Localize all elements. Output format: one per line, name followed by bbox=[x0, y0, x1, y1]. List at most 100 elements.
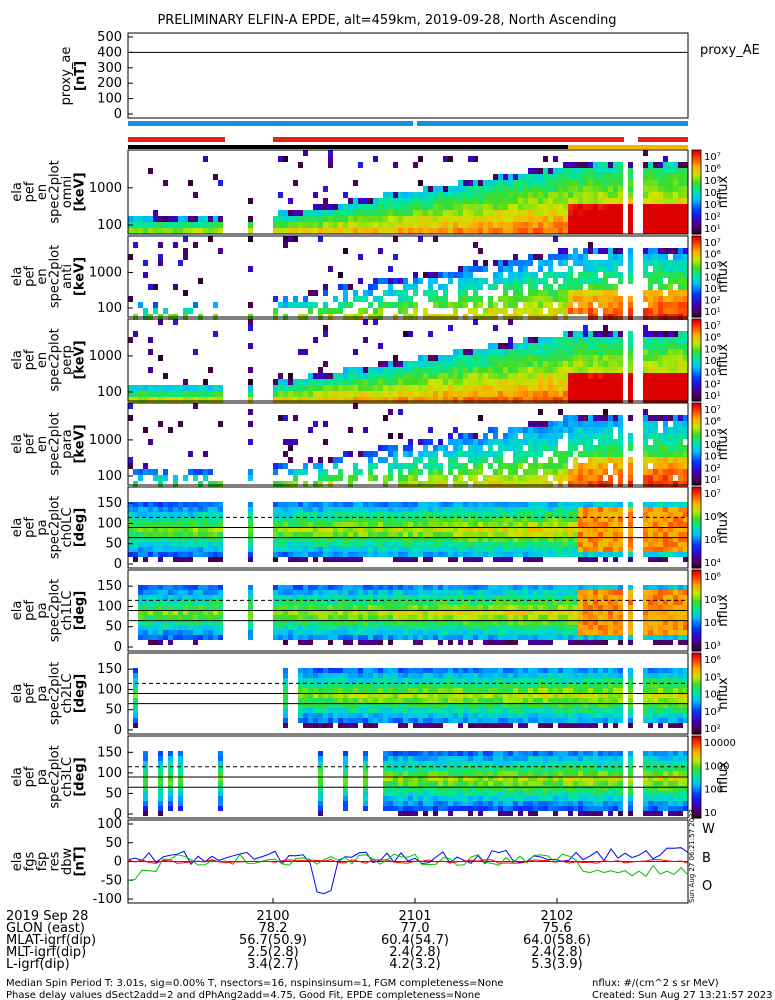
spectrogram-cell bbox=[183, 547, 188, 552]
spectrogram-cell bbox=[568, 445, 573, 451]
spectrogram-cell bbox=[293, 590, 298, 595]
spectrogram-cell bbox=[203, 451, 208, 457]
spectrogram-cell bbox=[218, 222, 223, 228]
spectrogram-cell bbox=[208, 620, 213, 625]
spectrogram-cell bbox=[153, 507, 158, 512]
spectrogram-cell bbox=[248, 475, 253, 481]
spectrogram-cell bbox=[453, 385, 458, 391]
spectrogram-cell bbox=[423, 590, 428, 595]
spectrogram-cell bbox=[568, 198, 573, 204]
spectrogram-cell bbox=[678, 337, 683, 343]
spectrogram-cell bbox=[288, 547, 293, 552]
spectrogram-cell bbox=[213, 397, 218, 403]
spectrogram-cell bbox=[273, 222, 278, 228]
spectrogram-cell bbox=[148, 625, 153, 630]
spectrogram-cell bbox=[248, 615, 253, 620]
spectrogram-cell bbox=[388, 373, 393, 379]
spectrogram-cell bbox=[678, 415, 683, 421]
spectrogram-cell bbox=[543, 272, 548, 278]
colorbar-cell bbox=[692, 517, 701, 520]
spectrogram-cell bbox=[473, 595, 478, 600]
spectrogram-cell bbox=[148, 537, 153, 542]
spectrogram-cell bbox=[348, 517, 353, 522]
spectrogram-cell bbox=[523, 385, 528, 391]
spectrogram-cell bbox=[143, 552, 148, 557]
spectrogram-cell bbox=[678, 290, 683, 296]
spectrogram-cell bbox=[608, 361, 613, 367]
spectrogram-cell bbox=[643, 385, 648, 391]
spectrogram-cell bbox=[278, 625, 283, 630]
spectrogram-cell bbox=[553, 445, 558, 451]
spectrogram-cell bbox=[683, 532, 688, 537]
spectrogram-cell bbox=[663, 433, 668, 439]
spectrogram-cell bbox=[673, 512, 678, 517]
spectrogram-cell bbox=[603, 367, 608, 373]
spectrogram-cell bbox=[423, 355, 428, 361]
spectrogram-cell bbox=[398, 517, 403, 522]
spectrogram-cell bbox=[608, 222, 613, 228]
spectrogram-cell bbox=[453, 532, 458, 537]
spectrogram-cell bbox=[343, 290, 348, 296]
spectrogram-cell bbox=[643, 325, 648, 331]
spectrogram-cell bbox=[313, 532, 318, 537]
spectrogram-cell bbox=[328, 610, 333, 615]
spectrogram-cell bbox=[448, 512, 453, 517]
spectrogram-cell bbox=[548, 367, 553, 373]
spectrogram-cell bbox=[588, 439, 593, 445]
spectrogram-cell bbox=[363, 296, 368, 302]
spectrogram-cell bbox=[408, 635, 413, 640]
spectrogram-cell bbox=[553, 349, 558, 355]
spectrogram-cell bbox=[508, 532, 513, 537]
spectrogram-cell bbox=[658, 162, 663, 168]
spectrogram-cell bbox=[378, 595, 383, 600]
spectrogram-cell bbox=[648, 186, 653, 192]
spectrogram-cell bbox=[393, 507, 398, 512]
spectrogram-cell bbox=[548, 204, 553, 210]
spectrogram-cell bbox=[338, 284, 343, 290]
spectrogram-cell bbox=[353, 630, 358, 635]
spectrogram-cell bbox=[423, 532, 428, 537]
spectrogram-cell bbox=[303, 150, 308, 156]
spectrogram-cell bbox=[648, 272, 653, 278]
spectrogram-cell bbox=[408, 216, 413, 222]
spectrogram-cell bbox=[418, 537, 423, 542]
spectrogram-cell bbox=[283, 385, 288, 391]
spectrogram-cell bbox=[413, 640, 418, 645]
spectrogram-cell bbox=[458, 228, 463, 234]
spectrogram-cell bbox=[533, 439, 538, 445]
spectrogram-cell bbox=[208, 537, 213, 542]
spectrogram-cell bbox=[553, 397, 558, 403]
spectrogram-cell bbox=[533, 542, 538, 547]
colorbar-cell bbox=[692, 185, 701, 189]
spectrogram-cell bbox=[468, 640, 473, 645]
spectrogram-cell bbox=[498, 204, 503, 210]
spectrogram-cell bbox=[653, 507, 658, 512]
spectrogram-cell bbox=[403, 451, 408, 457]
spectrogram-cell bbox=[583, 192, 588, 198]
spectrogram-cell bbox=[618, 180, 623, 186]
spectrogram-cell bbox=[548, 527, 553, 532]
spectrogram-cell bbox=[668, 278, 673, 284]
spectrogram-cell bbox=[618, 537, 623, 542]
spectrogram-cell bbox=[583, 266, 588, 272]
spectrogram-cell bbox=[163, 537, 168, 542]
spectrogram-cell bbox=[143, 308, 148, 314]
spectrogram-cell bbox=[393, 228, 398, 234]
spectrogram-cell bbox=[598, 552, 603, 557]
spectrogram-cell bbox=[528, 302, 533, 308]
spectrogram-cell bbox=[208, 527, 213, 532]
spectrogram-cell bbox=[318, 373, 323, 379]
spectrogram-cell bbox=[378, 248, 383, 254]
spectrogram-cell bbox=[288, 605, 293, 610]
spectrogram-cell bbox=[568, 222, 573, 228]
spectrogram-cell bbox=[418, 605, 423, 610]
spectrogram-cell bbox=[423, 635, 428, 640]
spectrogram-cell bbox=[378, 302, 383, 308]
colorbar-label-group: nflux bbox=[716, 511, 731, 544]
spectrogram-cell bbox=[683, 391, 688, 397]
spectrogram-cell bbox=[673, 302, 678, 308]
spectrogram-cell bbox=[498, 552, 503, 557]
spectrogram-cell bbox=[508, 266, 513, 272]
spectrogram-cell bbox=[438, 552, 443, 557]
spectrogram-cell bbox=[493, 373, 498, 379]
